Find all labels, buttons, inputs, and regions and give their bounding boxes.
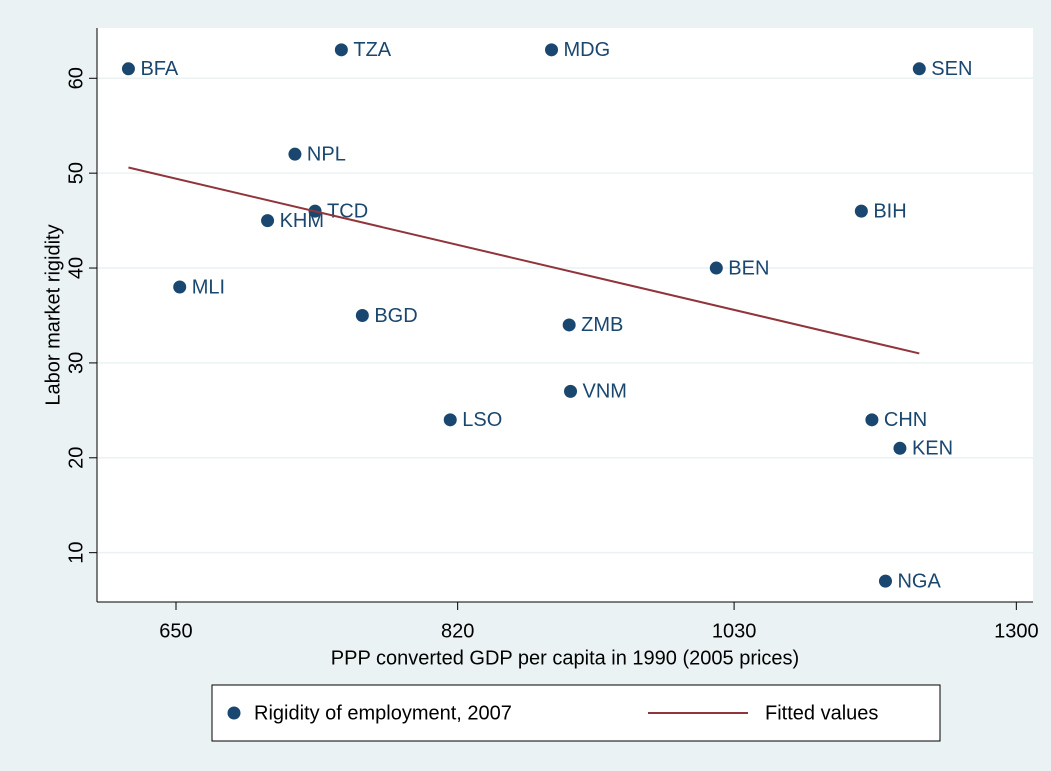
point [893, 441, 907, 455]
point [878, 574, 892, 588]
legend-label: Rigidity of employment, 2007 [254, 702, 512, 724]
point [562, 318, 576, 332]
y-tick-label: 60 [65, 67, 87, 89]
point-label: KEN [912, 438, 953, 460]
point-label: BEN [728, 257, 769, 279]
point-label: MDG [564, 39, 611, 61]
point-label: BIH [873, 200, 906, 222]
point [334, 43, 348, 57]
point [121, 62, 135, 76]
point-label: VNM [583, 381, 627, 403]
plot-area [97, 28, 1033, 602]
y-tick-label: 20 [65, 447, 87, 469]
x-tick-label: 1030 [712, 620, 757, 642]
point-label: BGD [374, 305, 417, 327]
point-label: NPL [307, 143, 346, 165]
point-label: CHN [884, 409, 927, 431]
point [854, 204, 868, 218]
x-tick-label: 1300 [994, 620, 1039, 642]
point-label: SEN [931, 58, 972, 80]
y-tick-label: 30 [65, 352, 87, 374]
point-label: BFA [140, 58, 178, 80]
point [545, 43, 559, 57]
point-label: ZMB [581, 314, 623, 336]
legend-label: Fitted values [765, 702, 878, 724]
point [288, 147, 302, 161]
y-axis-title: Labor market rigidity [42, 224, 64, 405]
y-tick-label: 40 [65, 257, 87, 279]
point [564, 384, 578, 398]
legend-box [211, 684, 941, 742]
point [709, 261, 723, 275]
x-axis-title: PPP converted GDP per capita in 1990 (20… [331, 647, 799, 669]
point-label: LSO [462, 409, 502, 431]
point-label: TZA [353, 39, 391, 61]
x-tick-label: 650 [159, 620, 192, 642]
point [865, 413, 879, 427]
point [173, 280, 187, 294]
point [912, 62, 926, 76]
point [355, 308, 369, 322]
legend-marker [227, 706, 241, 720]
point-label: MLI [192, 276, 225, 298]
fit-line [128, 166, 920, 355]
x-tick-label: 820 [441, 620, 474, 642]
y-tick-label: 10 [65, 542, 87, 564]
point-label: NGA [897, 570, 941, 592]
point-label: KHM [280, 210, 324, 232]
point [261, 214, 275, 228]
y-tick-label: 50 [65, 162, 87, 184]
point [443, 413, 457, 427]
